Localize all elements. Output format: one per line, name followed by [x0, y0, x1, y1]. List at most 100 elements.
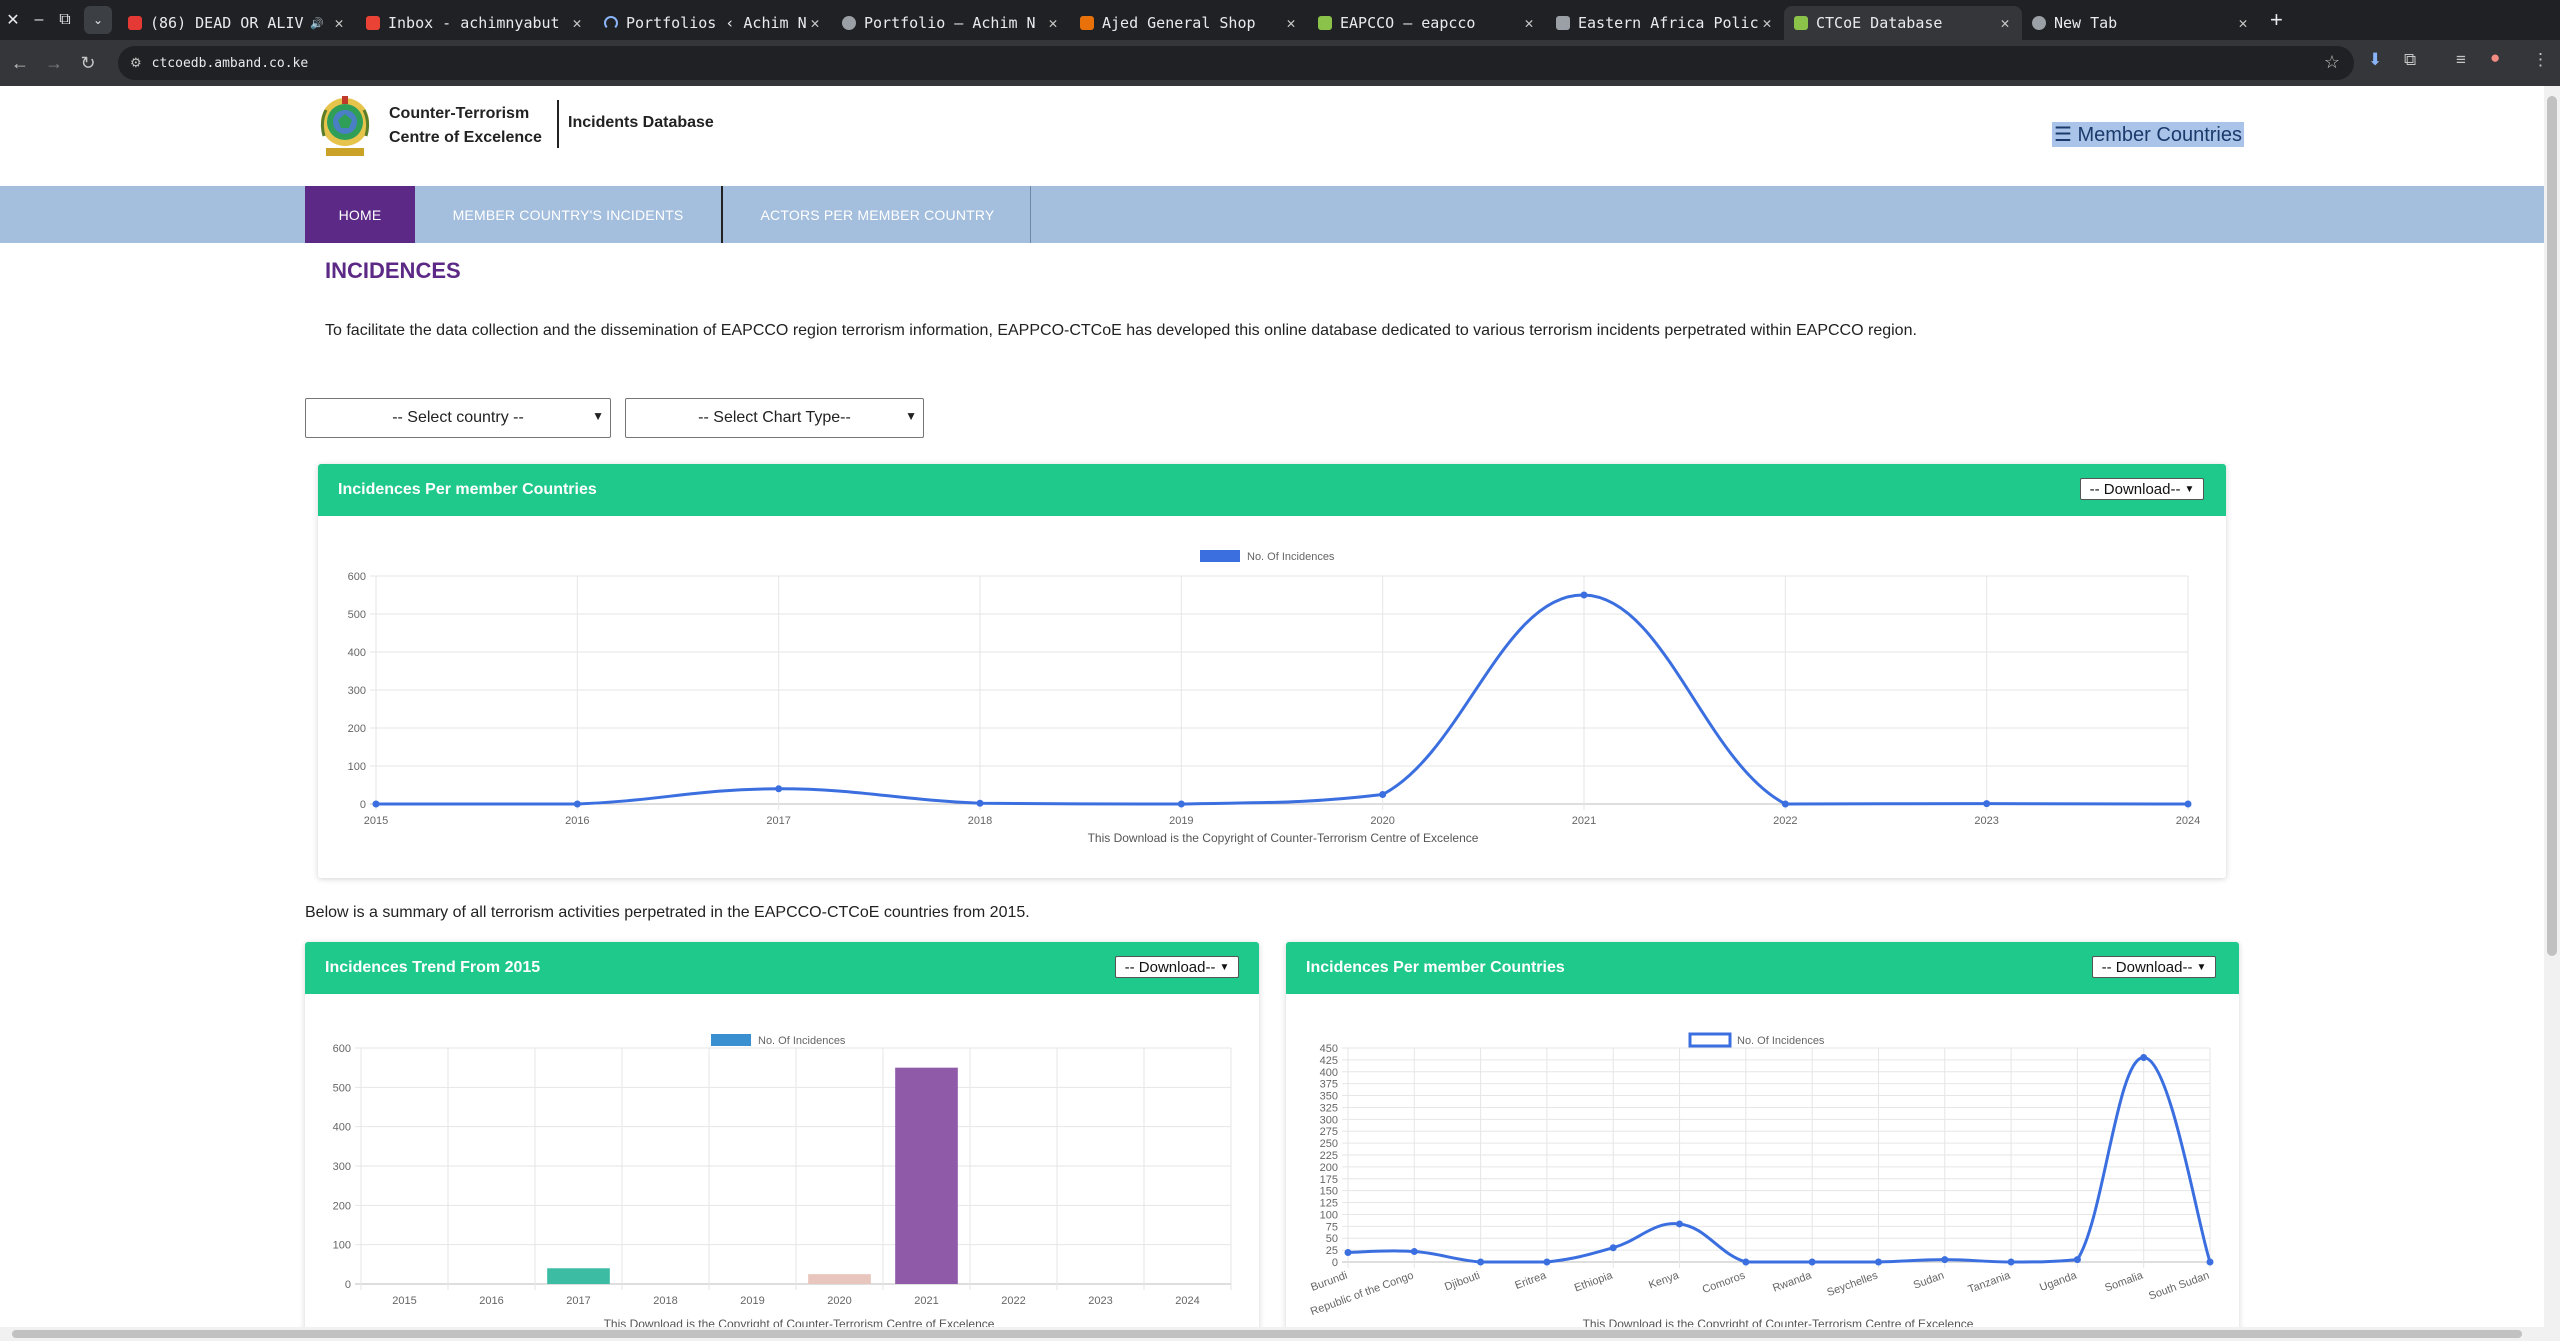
- browser-tab-bar: ✕ – ⧉ ⌄ (86) DEAD OR ALIV 🔊 ✕ Inbox - achim…: [0, 0, 2560, 40]
- y-tick-label: 325: [1320, 1102, 1338, 1114]
- y-tick-label: 275: [1320, 1126, 1338, 1138]
- restore-window-icon[interactable]: ⧉: [59, 11, 71, 28]
- x-tick-label: 2023: [1088, 1295, 1112, 1307]
- tab-title: Portfolios ‹ Achim N: [626, 14, 806, 32]
- card-title: Incidences Per member Countries: [338, 481, 597, 498]
- x-tick-label: 2021: [1572, 815, 1596, 827]
- download-icon[interactable]: ⬇: [2368, 50, 2383, 69]
- close-tab-icon[interactable]: ✕: [2238, 14, 2248, 32]
- browser-tab[interactable]: Inbox - achimnyabut ✕: [356, 6, 594, 40]
- close-tab-icon[interactable]: ✕: [572, 14, 582, 32]
- close-tab-icon[interactable]: ✕: [1524, 14, 1534, 32]
- y-tick-label: 600: [333, 1043, 351, 1055]
- member-countries-menu[interactable]: ☰ Member Countries: [2052, 122, 2244, 147]
- close-tab-icon[interactable]: ✕: [2000, 14, 2010, 32]
- x-tick-label: 2017: [566, 1295, 590, 1307]
- nav-actors[interactable]: ACTORS PER MEMBER COUNTRY: [725, 186, 1031, 243]
- browser-tab[interactable]: (86) DEAD OR ALIV 🔊 ✕: [118, 6, 356, 40]
- extensions-icon[interactable]: ⧉: [2404, 50, 2417, 69]
- main-chart-card: Incidences Per member Countries -- Downl…: [318, 464, 2226, 878]
- y-tick-label: 100: [348, 761, 366, 773]
- x-tick-label: Tanzania: [1967, 1269, 2013, 1296]
- browser-tab[interactable]: Eastern Africa Polic ✕: [1546, 6, 1784, 40]
- trend-chart-card: Incidences Trend From 2015 -- Download--…: [305, 942, 1259, 1327]
- data-point: [1543, 1258, 1551, 1266]
- scrollbar-thumb[interactable]: [12, 1330, 2522, 1338]
- download-select-value: -- Download--: [1124, 958, 1216, 976]
- media-control-icon[interactable]: ≡: [2456, 50, 2466, 69]
- x-tick-label: Comoros: [1701, 1269, 1748, 1296]
- x-tick-label: 2015: [364, 815, 388, 827]
- y-tick-label: 250: [1320, 1138, 1338, 1150]
- incidents-per-country-line-chart: No. Of Incidences02550751001251501752002…: [1309, 1032, 2214, 1327]
- country-select[interactable]: -- Select country -- ▼: [305, 398, 611, 438]
- download-select[interactable]: -- Download-- ▼: [2092, 956, 2216, 978]
- gmail-icon: [366, 16, 380, 30]
- data-point: [976, 799, 984, 807]
- browser-tab[interactable]: New Tab ✕: [2022, 6, 2260, 40]
- close-tab-icon[interactable]: ✕: [334, 14, 344, 32]
- browser-tab[interactable]: EAPCCO – eapcco ✕: [1308, 6, 1546, 40]
- browser-tab[interactable]: CTCoE Database ✕: [1784, 6, 2022, 40]
- browser-tab[interactable]: Ajed General Shop ✕: [1070, 6, 1308, 40]
- tab-search-icon[interactable]: ⌄: [84, 6, 112, 34]
- y-tick-label: 300: [348, 685, 366, 697]
- scrollbar-thumb[interactable]: [2547, 96, 2557, 956]
- youtube-icon: [128, 16, 142, 30]
- y-tick-label: 200: [1320, 1162, 1338, 1174]
- close-tab-icon[interactable]: ✕: [810, 14, 820, 32]
- x-tick-label: 2016: [565, 815, 589, 827]
- x-tick-label: Sudan: [1912, 1270, 1946, 1292]
- bookmark-star-icon[interactable]: ☆: [2323, 52, 2340, 72]
- nav-home[interactable]: HOME: [305, 186, 415, 243]
- browser-menu-icon[interactable]: ⋮: [2532, 50, 2549, 69]
- close-tab-icon[interactable]: ✕: [1762, 14, 1772, 32]
- site-info-icon[interactable]: ⚙: [130, 55, 142, 70]
- x-tick-label: Kenya: [1647, 1269, 1681, 1291]
- new-tab-icon[interactable]: +: [2270, 7, 2283, 32]
- nav-member-incidents[interactable]: MEMBER COUNTRY'S INCIDENTS: [415, 186, 723, 243]
- address-bar[interactable]: ⚙ ctcoedb.amband.co.ke ☆: [118, 46, 2354, 80]
- chevron-down-icon: ▼: [2184, 483, 2195, 495]
- data-point: [2184, 800, 2192, 808]
- y-tick-label: 200: [348, 723, 366, 735]
- forward-icon[interactable]: →: [45, 52, 63, 73]
- x-tick-label: 2018: [968, 815, 992, 827]
- vertical-scrollbar[interactable]: [2544, 86, 2560, 1341]
- minimize-window-icon[interactable]: –: [34, 11, 44, 28]
- close-tab-icon[interactable]: ✕: [1286, 14, 1296, 32]
- data-point: [2140, 1054, 2148, 1062]
- eapcco-icon: [1318, 16, 1332, 30]
- card-title: Incidences Trend From 2015: [325, 959, 541, 976]
- back-icon[interactable]: ←: [11, 52, 29, 73]
- close-tab-icon[interactable]: ✕: [1048, 14, 1058, 32]
- shop-icon: [1080, 16, 1094, 30]
- chevron-down-icon: ▼: [592, 409, 604, 423]
- x-tick-label: 2017: [766, 815, 790, 827]
- y-tick-label: 150: [1320, 1186, 1338, 1198]
- horizontal-scrollbar[interactable]: [0, 1327, 2544, 1341]
- header-divider: [557, 100, 559, 148]
- browser-tab[interactable]: Portfolio – Achim N ✕: [832, 6, 1070, 40]
- data-point: [1808, 1258, 1816, 1266]
- tab-title: (86) DEAD OR ALIV: [150, 14, 304, 32]
- x-tick-label: Burundi: [1309, 1270, 1349, 1294]
- chart-type-select[interactable]: -- Select Chart Type-- ▼: [625, 398, 924, 438]
- y-tick-label: 225: [1320, 1150, 1338, 1162]
- tab-title: Eastern Africa Polic: [1578, 14, 1758, 32]
- y-tick-label: 425: [1320, 1055, 1338, 1067]
- countries-chart-card: Incidences Per member Countries -- Downl…: [1286, 942, 2239, 1327]
- browser-tab[interactable]: Portfolios ‹ Achim N ✕: [594, 6, 832, 40]
- audio-playing-icon[interactable]: 🔊: [310, 16, 324, 30]
- data-point: [1742, 1258, 1750, 1266]
- download-select[interactable]: -- Download-- ▼: [2080, 478, 2204, 500]
- url-text: ctcoedb.amband.co.ke: [151, 55, 309, 71]
- download-select[interactable]: -- Download-- ▼: [1115, 956, 1239, 978]
- y-tick-label: 300: [333, 1161, 351, 1173]
- close-window-icon[interactable]: ✕: [6, 12, 20, 29]
- reload-icon[interactable]: ↻: [80, 52, 96, 73]
- data-point: [1177, 800, 1185, 808]
- card-title: Incidences Per member Countries: [1306, 959, 1565, 976]
- y-tick-label: 0: [345, 1279, 351, 1291]
- profile-avatar-icon[interactable]: ●: [2490, 48, 2501, 67]
